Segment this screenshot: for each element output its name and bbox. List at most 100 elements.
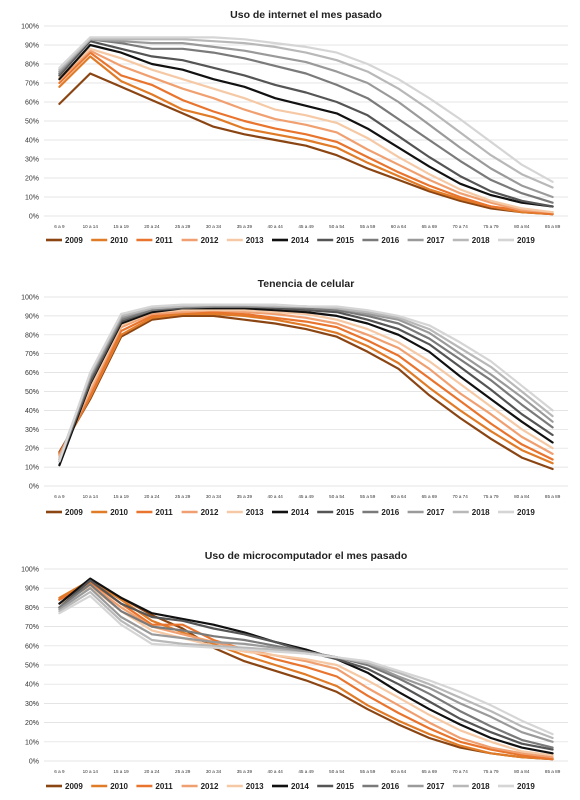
y-tick-label: 90% xyxy=(25,313,39,320)
series-line-2015 xyxy=(58,40,554,208)
series-line-2011 xyxy=(58,581,554,761)
legend-label-2019: 2019 xyxy=(517,782,535,791)
chart-title: Uso de internet el mes pasado xyxy=(230,9,382,21)
legend-label-2018: 2018 xyxy=(472,508,490,517)
x-tick-label: 30 a 34 xyxy=(206,769,222,774)
x-tick-label: 35 a 39 xyxy=(237,224,253,229)
y-tick-label: 30% xyxy=(25,157,39,164)
cellphone-ownership-chart: Tenencia de celular 0% 10% 20% 30% 40% 50% 60% 7… xyxy=(21,278,568,517)
x-tick-label: 10 a 14 xyxy=(83,494,99,499)
y-tick-label: 50% xyxy=(25,119,39,126)
x-tick-label: 15 a 19 xyxy=(113,494,129,499)
x-tick-label: 75 a 79 xyxy=(483,494,499,499)
x-tick-label: 20 a 24 xyxy=(144,224,160,229)
x-tick-label: 45 a 49 xyxy=(298,224,314,229)
x-tick-label: 30 a 34 xyxy=(206,494,222,499)
legend-label-2019: 2019 xyxy=(517,508,535,517)
legend-label-2014: 2014 xyxy=(291,508,309,517)
x-tick-label: 85 a 89 xyxy=(545,769,561,774)
series-line-2009 xyxy=(58,72,554,216)
x-tick-label: 70 a 74 xyxy=(452,224,468,229)
x-tick-label: 20 a 24 xyxy=(144,769,160,774)
series-line-2013 xyxy=(58,309,554,459)
y-tick-label: 0% xyxy=(29,214,39,221)
series-line-2013 xyxy=(58,585,554,757)
series-line-2009 xyxy=(58,579,554,761)
internet-use-chart: Uso de internet el mes pasado 0% 10% 20% 30%… xyxy=(21,9,568,245)
x-tick-label: 55 a 59 xyxy=(360,769,376,774)
y-tick-label: 10% xyxy=(25,739,39,746)
x-tick-label: 80 a 84 xyxy=(514,224,530,229)
y-tick-label: 50% xyxy=(25,389,39,396)
series-line-2012 xyxy=(58,309,554,457)
x-tick-label: 50 a 54 xyxy=(329,224,345,229)
series-line-2019 xyxy=(58,594,554,736)
legend-label-2018: 2018 xyxy=(472,782,490,791)
y-tick-label: 40% xyxy=(25,408,39,415)
x-tick-label: 35 a 39 xyxy=(237,494,253,499)
x-tick-label: 70 a 74 xyxy=(452,769,468,774)
x-tick-label: 6 a 9 xyxy=(54,224,65,229)
legend-label-2017: 2017 xyxy=(427,236,445,245)
y-tick-label: 70% xyxy=(25,351,39,358)
series-line-2016 xyxy=(58,38,554,204)
series-line-2010 xyxy=(58,55,554,216)
series-line-2011 xyxy=(58,311,554,461)
chart-title: Tenencia de celular xyxy=(258,278,355,290)
y-tick-label: 100% xyxy=(21,24,39,31)
x-tick-label: 25 a 29 xyxy=(175,224,191,229)
series-line-2014 xyxy=(58,43,554,208)
x-tick-label: 55 a 59 xyxy=(360,494,376,499)
y-tick-label: 60% xyxy=(25,100,39,107)
series-line-2013 xyxy=(58,47,554,214)
series-line-2018 xyxy=(58,38,554,189)
series-line-2017 xyxy=(58,38,554,199)
y-tick-label: 50% xyxy=(25,663,39,670)
x-tick-label: 80 a 84 xyxy=(514,494,530,499)
series-line-2012 xyxy=(58,49,554,214)
series-line-2010 xyxy=(58,579,554,761)
y-tick-label: 0% xyxy=(29,759,39,766)
x-tick-label: 30 a 34 xyxy=(206,224,222,229)
legend-label-2013: 2013 xyxy=(246,236,264,245)
x-tick-label: 25 a 29 xyxy=(175,494,191,499)
x-tick-label: 65 a 69 xyxy=(422,494,438,499)
y-tick-label: 30% xyxy=(25,701,39,708)
legend-label-2012: 2012 xyxy=(201,782,219,791)
legend-label-2017: 2017 xyxy=(427,782,445,791)
legend-label-2010: 2010 xyxy=(110,236,128,245)
legend-label-2019: 2019 xyxy=(517,236,535,245)
legend-label-2015: 2015 xyxy=(336,508,354,517)
legend-label-2014: 2014 xyxy=(291,782,309,791)
x-tick-label: 60 a 64 xyxy=(391,494,407,499)
x-tick-label: 35 a 39 xyxy=(237,769,253,774)
x-tick-label: 20 a 24 xyxy=(144,494,160,499)
y-tick-label: 60% xyxy=(25,370,39,377)
series-line-2014 xyxy=(58,577,554,755)
legend-label-2011: 2011 xyxy=(155,508,173,517)
legend-label-2009: 2009 xyxy=(65,782,83,791)
x-tick-label: 6 a 9 xyxy=(54,769,65,774)
legend-label-2013: 2013 xyxy=(246,508,264,517)
y-tick-label: 20% xyxy=(25,176,39,183)
y-tick-label: 0% xyxy=(29,484,39,491)
y-tick-label: 80% xyxy=(25,332,39,339)
legend-label-2009: 2009 xyxy=(65,236,83,245)
y-tick-label: 100% xyxy=(21,567,39,574)
x-tick-label: 40 a 44 xyxy=(268,769,284,774)
y-tick-label: 10% xyxy=(25,195,39,202)
series-line-2009 xyxy=(58,314,554,471)
x-tick-label: 65 a 69 xyxy=(422,224,438,229)
y-tick-label: 20% xyxy=(25,446,39,453)
x-tick-label: 6 a 9 xyxy=(54,494,65,499)
x-tick-label: 85 a 89 xyxy=(545,224,561,229)
y-tick-label: 30% xyxy=(25,427,39,434)
y-tick-label: 40% xyxy=(25,138,39,145)
legend-label-2018: 2018 xyxy=(472,236,490,245)
y-tick-label: 20% xyxy=(25,720,39,727)
x-tick-label: 60 a 64 xyxy=(391,224,407,229)
y-tick-label: 70% xyxy=(25,81,39,88)
y-tick-label: 90% xyxy=(25,586,39,593)
y-tick-label: 80% xyxy=(25,605,39,612)
